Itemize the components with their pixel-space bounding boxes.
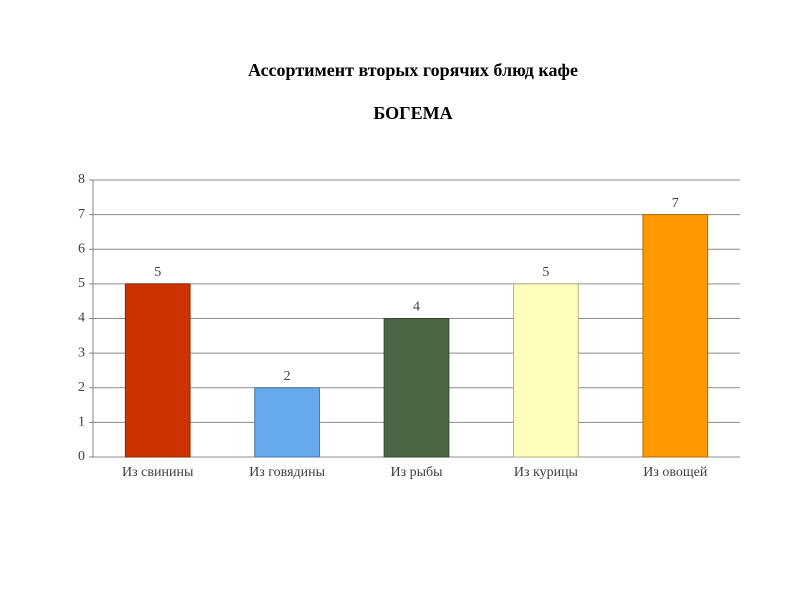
x-tick-label: Из свинины <box>122 465 194 480</box>
y-tick-label: 6 <box>78 241 85 256</box>
bar <box>254 387 320 458</box>
data-label: 5 <box>542 265 549 280</box>
x-tick-label: Из говядины <box>249 465 326 480</box>
x-tick-label: Из курицы <box>514 465 579 480</box>
y-tick-label: 4 <box>78 311 85 326</box>
y-tick-label: 0 <box>78 449 85 464</box>
y-tick-label: 8 <box>78 172 85 187</box>
data-label: 4 <box>413 300 420 315</box>
data-label: 2 <box>284 369 291 384</box>
data-label: 7 <box>672 196 679 211</box>
y-tick-label: 3 <box>78 345 85 360</box>
chart-subtitle: БОГЕМА <box>373 103 452 123</box>
y-tick-label: 5 <box>78 276 85 291</box>
data-label: 5 <box>154 265 161 280</box>
bar <box>513 283 579 458</box>
bar <box>383 318 450 458</box>
chart-title: Ассортимент вторых горячих блюд кафе <box>248 60 578 80</box>
y-tick-label: 1 <box>78 415 85 430</box>
x-tick-label: Из рыбы <box>390 465 443 480</box>
y-tick-label: 7 <box>78 207 85 222</box>
bar <box>642 214 709 458</box>
x-tick-label: Из овощей <box>643 465 708 480</box>
y-tick-label: 2 <box>78 380 85 395</box>
bar <box>124 283 191 458</box>
